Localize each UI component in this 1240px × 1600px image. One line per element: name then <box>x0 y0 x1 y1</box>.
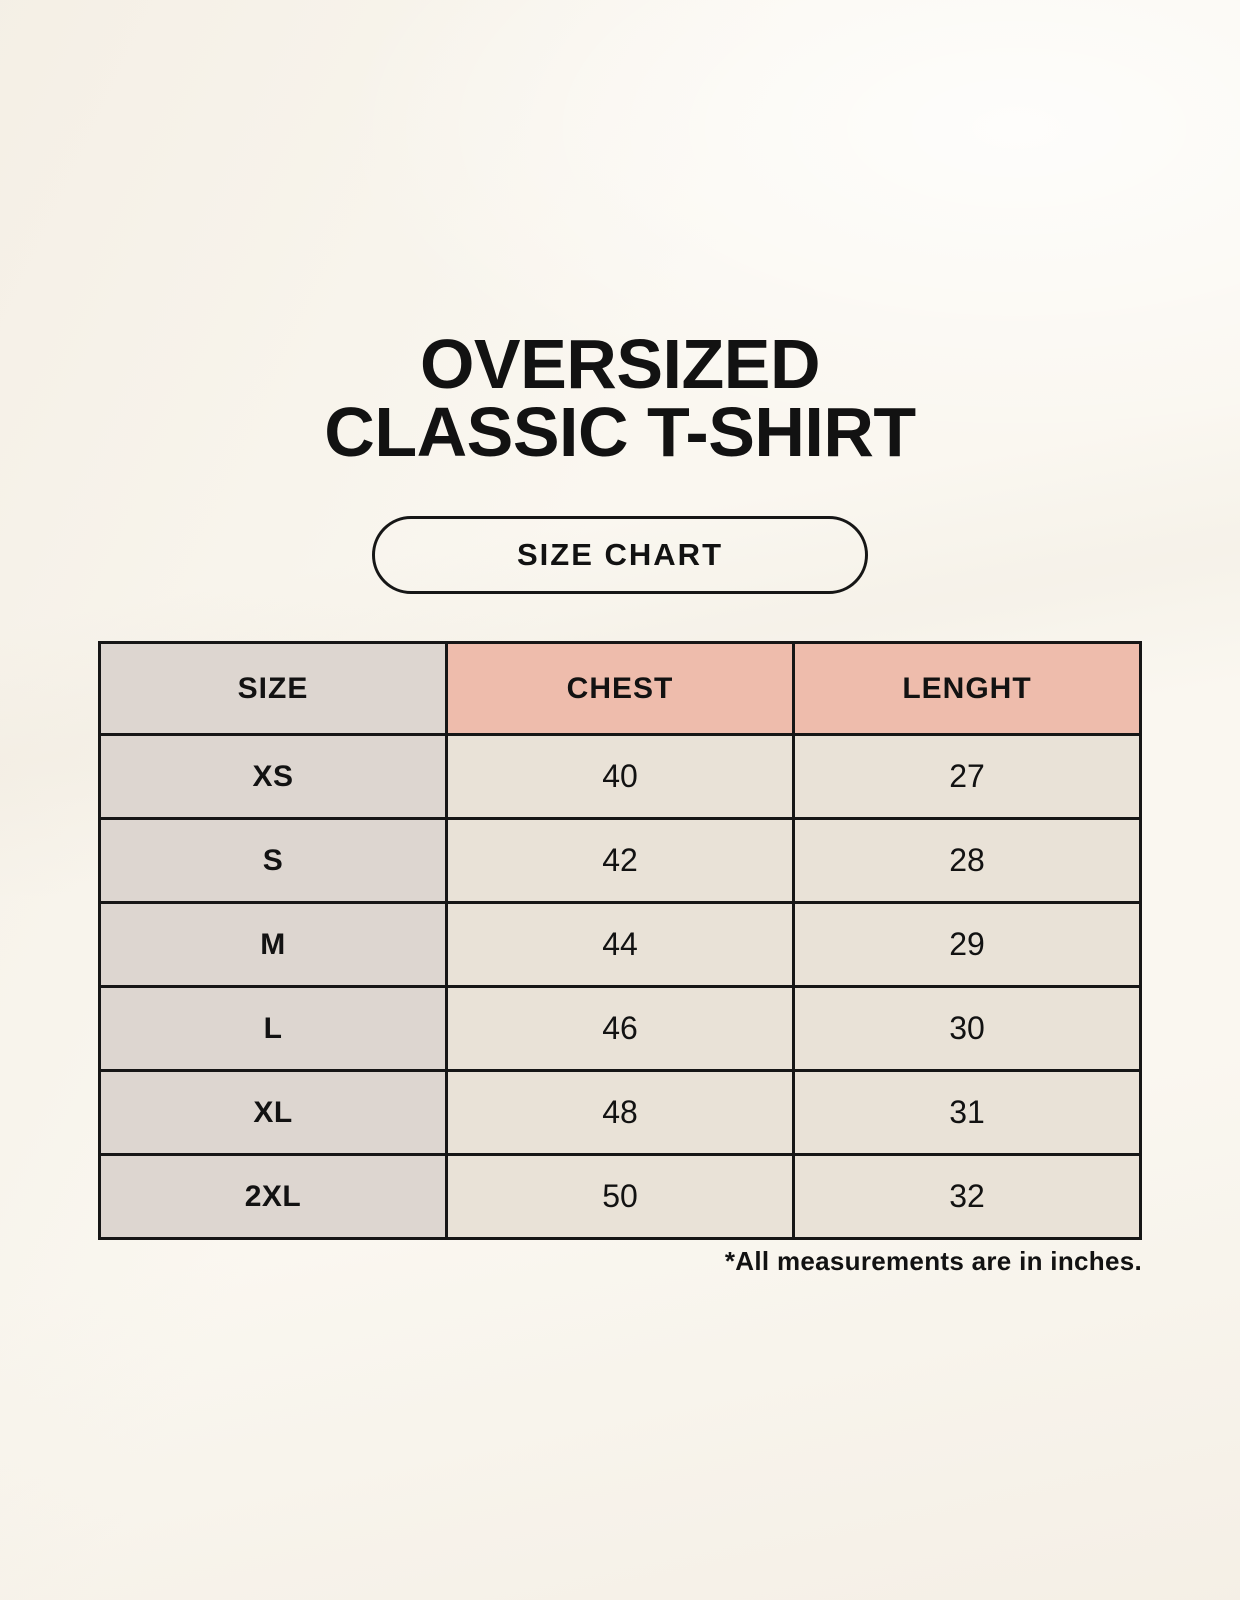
cell-lenght: 30 <box>792 985 1142 1072</box>
cell-lenght: 31 <box>792 1069 1142 1156</box>
cell-chest: 44 <box>445 901 795 988</box>
size-chart-badge-label: SIZE CHART <box>517 537 723 572</box>
column-header-chest: CHEST <box>445 641 795 736</box>
cell-lenght: 27 <box>792 733 1142 820</box>
table-row-m: M 44 29 <box>98 901 1142 988</box>
cell-size: S <box>98 817 448 904</box>
page-title-line2: CLASSIC T-SHIRT <box>324 393 916 471</box>
table-row-l: L 46 30 <box>98 985 1142 1072</box>
cell-chest: 40 <box>445 733 795 820</box>
cell-chest: 48 <box>445 1069 795 1156</box>
cell-size: XS <box>98 733 448 820</box>
size-table-body: XS 40 27 S 42 28 M 44 29 L 46 30 <box>98 733 1142 1240</box>
cell-size: XL <box>98 1069 448 1156</box>
cell-chest: 42 <box>445 817 795 904</box>
column-header-size: SIZE <box>98 641 448 736</box>
size-table: SIZE CHEST LENGHT XS 40 27 S 42 28 M <box>98 641 1142 1240</box>
cell-size: L <box>98 985 448 1072</box>
cell-chest: 46 <box>445 985 795 1072</box>
size-chart-badge[interactable]: SIZE CHART <box>372 516 868 594</box>
cell-size: M <box>98 901 448 988</box>
cell-size: 2XL <box>98 1153 448 1240</box>
cell-lenght: 29 <box>792 901 1142 988</box>
table-row-xs: XS 40 27 <box>98 733 1142 820</box>
table-row-s: S 42 28 <box>98 817 1142 904</box>
size-table-container: SIZE CHEST LENGHT XS 40 27 S 42 28 M <box>98 641 1142 1240</box>
cell-lenght: 32 <box>792 1153 1142 1240</box>
page-title: OVERSIZED CLASSIC T-SHIRT <box>0 329 1240 467</box>
measurements-footnote: *All measurements are in inches. <box>724 1246 1142 1276</box>
table-row-2xl: 2XL 50 32 <box>98 1153 1142 1240</box>
size-table-header: SIZE CHEST LENGHT <box>98 641 1142 736</box>
page-title-line1: OVERSIZED <box>419 325 821 403</box>
table-header-row: SIZE CHEST LENGHT <box>98 641 1142 736</box>
cell-lenght: 28 <box>792 817 1142 904</box>
cell-chest: 50 <box>445 1153 795 1240</box>
column-header-lenght: LENGHT <box>792 641 1142 736</box>
table-row-xl: XL 48 31 <box>98 1069 1142 1156</box>
